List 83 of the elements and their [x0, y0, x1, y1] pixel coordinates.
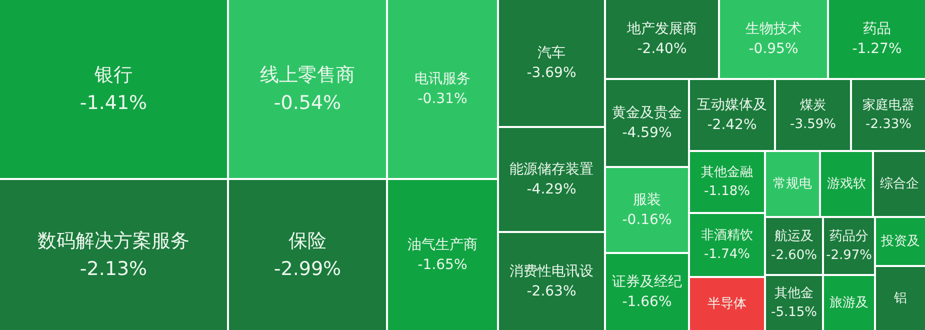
data-label: -0.31% — [418, 91, 468, 108]
cell: 消费性电讯设 -2.63% — [499, 233, 604, 330]
category-label: 能源储存装置 — [510, 161, 594, 178]
cell: 能源储存装置 -4.29% — [499, 128, 604, 231]
category-label: 常规电 — [773, 176, 812, 192]
data-label: -2.60% — [771, 248, 817, 263]
cell: 保险 -2.99% — [229, 180, 386, 330]
data-label: -1.74% — [704, 246, 750, 262]
category-label: 航运及 — [774, 229, 814, 244]
category-label: 黄金及贵金 — [612, 104, 682, 121]
category-label: 证券及经纪 — [612, 274, 682, 290]
category-label: 旅游及 — [830, 296, 868, 310]
cell: 投资及 — [876, 218, 925, 265]
category-label: 铝 — [893, 291, 907, 306]
cell: 药品 -1.27% — [829, 0, 925, 78]
cell: 煤炭 -3.59% — [776, 80, 850, 150]
category-label: 其他金融 — [701, 165, 753, 180]
cell: 铝 — [876, 267, 925, 330]
data-label: -2.33% — [866, 116, 912, 132]
data-label: -0.16% — [622, 212, 672, 228]
cell: 地产发展商 -2.40% — [606, 0, 718, 78]
cell: 汽车 -3.69% — [499, 0, 604, 126]
cell: 游戏软 — [821, 152, 872, 216]
cell: 电讯服务 -0.31% — [388, 0, 497, 178]
category-label: 消费性电讯设 — [510, 263, 594, 280]
cell: 非酒精饮 -1.74% — [690, 214, 764, 276]
cell: 药品分 -2.97% — [824, 218, 874, 274]
cell: 航运及 -2.60% — [766, 218, 822, 274]
data-label: -0.54% — [274, 92, 342, 114]
data-label: -1.66% — [622, 294, 672, 310]
cell: 线上零售商 -0.54% — [229, 0, 386, 178]
data-label: -2.99% — [274, 258, 342, 280]
category-label: 互动媒体及 — [697, 96, 767, 113]
category-label: 数码解决方案服务 — [38, 230, 190, 252]
category-label: 药品 — [863, 20, 891, 37]
cell: 其他金融 -1.18% — [690, 152, 764, 212]
cell: 服装 -0.16% — [606, 168, 688, 252]
data-label: -2.13% — [80, 258, 148, 280]
category-label: 投资及 — [880, 234, 920, 249]
data-label: -3.59% — [790, 116, 836, 132]
cell: 半导体 — [690, 278, 764, 330]
category-label: 线上零售商 — [260, 64, 355, 86]
data-label: -2.40% — [637, 41, 687, 58]
data-label: -1.65% — [418, 257, 468, 274]
data-label: -2.42% — [707, 117, 757, 134]
cell: 其他金 -5.15% — [766, 276, 822, 330]
category-label: 综合企 — [880, 176, 919, 192]
cell: 油气生产商 -1.65% — [388, 180, 497, 330]
data-label: -4.59% — [622, 125, 672, 142]
category-label: 服装 — [633, 192, 661, 208]
cell: 银行 -1.41% — [0, 0, 227, 178]
cell: 常规电 — [766, 152, 819, 216]
category-label: 家庭电器 — [862, 97, 914, 114]
data-label: -1.18% — [704, 184, 750, 199]
category-label: 游戏软 — [827, 176, 866, 192]
category-label: 非酒精饮 — [701, 228, 753, 244]
category-label: 保险 — [288, 230, 326, 252]
cell: 数码解决方案服务 -2.13% — [0, 180, 227, 330]
cell: 互动媒体及 -2.42% — [690, 80, 774, 150]
cell: 旅游及 — [824, 276, 874, 330]
category-label: 电讯服务 — [414, 70, 470, 87]
data-label: -2.97% — [826, 248, 872, 263]
category-label: 生物技术 — [746, 20, 802, 37]
category-label: 煤炭 — [800, 98, 826, 114]
category-label: 地产发展商 — [626, 20, 697, 37]
data-label: -5.15% — [771, 304, 817, 320]
category-label: 银行 — [94, 64, 132, 86]
data-label: -1.27% — [852, 41, 902, 58]
data-label: -1.41% — [80, 92, 148, 114]
cell: 生物技术 -0.95% — [720, 0, 827, 78]
cell: 黄金及贵金 -4.59% — [606, 80, 688, 166]
category-label: 油气生产商 — [408, 236, 478, 253]
data-label: -2.63% — [526, 284, 576, 300]
cell: 证券及经纪 -1.66% — [606, 254, 688, 330]
data-label: -3.69% — [526, 65, 576, 82]
data-label: -0.95% — [748, 41, 798, 58]
category-label: 药品分 — [830, 229, 868, 244]
cell: 综合企 — [874, 152, 925, 216]
data-label: -4.29% — [526, 182, 576, 198]
category-label: 其他金 — [774, 286, 814, 302]
cell: 家庭电器 -2.33% — [852, 80, 925, 150]
category-label: 半导体 — [708, 296, 746, 312]
category-label: 汽车 — [538, 44, 566, 61]
